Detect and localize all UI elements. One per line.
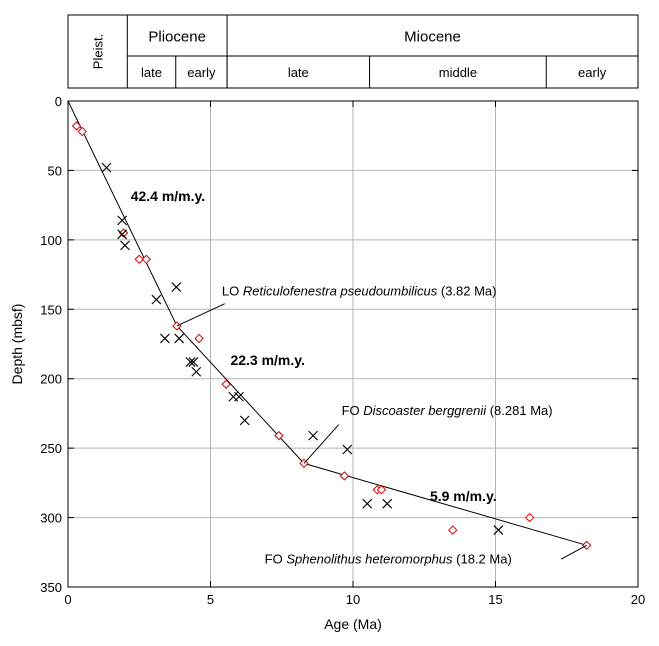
x-point <box>174 333 185 344</box>
event-prefix: FO <box>342 403 364 418</box>
x-point <box>493 525 504 535</box>
x-point <box>101 162 112 173</box>
x-point <box>171 282 182 292</box>
x-point <box>120 240 130 251</box>
x-point <box>160 333 170 344</box>
rate-line <box>67 100 587 546</box>
subdivision-label: early <box>187 65 216 80</box>
pleistocene-label: Pleist. <box>91 34 106 69</box>
diamond-point <box>71 121 82 131</box>
sedimentation-rate-line <box>67 100 587 546</box>
diamond-point <box>194 333 204 344</box>
x-point <box>308 430 318 441</box>
x-point <box>382 498 393 509</box>
x-point <box>191 366 202 377</box>
event-label: FO Sphenolithus heteromorphus (18.2 Ma) <box>265 551 512 566</box>
diamond-point <box>274 430 284 441</box>
x-point <box>234 391 244 402</box>
x-point <box>239 415 250 426</box>
subdivision-label: late <box>141 65 162 80</box>
x-point <box>185 357 196 367</box>
timescale-frame <box>67 14 639 89</box>
event-age: (18.2 Ma) <box>453 551 512 566</box>
x-point <box>362 498 373 509</box>
y-tick-label: 100 <box>40 233 62 248</box>
timescale-table: Pleist. Pliocene Miocene late early late middl… <box>67 14 639 89</box>
x-point <box>188 357 199 367</box>
y-tick-label: 150 <box>40 302 62 317</box>
y-tick-label: 200 <box>40 372 62 387</box>
annotations: 42.4 m/m.y. 22.3 m/m.y. 5.9 m/m.y. LO Retic… <box>131 188 587 566</box>
epoch-label: Miocene <box>404 29 461 46</box>
y-tick-label: 0 <box>55 94 62 109</box>
event-prefix: FO <box>265 551 287 566</box>
x-point <box>117 229 128 240</box>
event-age: (3.82 Ma) <box>437 283 496 298</box>
event-pointer <box>303 424 340 464</box>
event-taxon: Discoaster berggrenii <box>363 403 487 418</box>
x-tick-label: 5 <box>207 592 214 607</box>
x-axis-title: Age (Ma) <box>324 616 382 632</box>
y-tick-label: 50 <box>48 163 62 178</box>
diamond-point <box>141 254 152 265</box>
x-tick-label: 0 <box>64 592 71 607</box>
diamond-point <box>524 512 535 523</box>
x-point <box>117 215 128 226</box>
x-tick-label: 20 <box>631 592 645 607</box>
event-pointer <box>176 303 225 327</box>
x-point <box>342 444 353 455</box>
y-axis-title: Depth (mbsf) <box>9 304 25 385</box>
event-age: (8.281 Ma) <box>486 403 552 418</box>
event-taxon: Sphenolithus heteromorphus <box>286 551 453 566</box>
event-taxon: Reticulofenestra pseudoumbilicus <box>243 283 438 298</box>
y-tick-label: 300 <box>40 511 62 526</box>
subdivision-label: late <box>288 65 309 80</box>
data-markers <box>71 121 592 551</box>
rate-label: 5.9 m/m.y. <box>430 488 497 504</box>
y-tick-label: 250 <box>40 441 62 456</box>
rate-label: 22.3 m/m.y. <box>230 352 304 368</box>
diamond-point <box>339 471 350 481</box>
subdivision-label: early <box>578 65 607 80</box>
event-label: LO Reticulofenestra pseudoumbilicus (3.8… <box>222 283 497 298</box>
subdivision-label: middle <box>439 65 477 80</box>
epoch-label: Pliocene <box>148 29 206 46</box>
event-label: FO Discoaster berggrenii (8.281 Ma) <box>342 403 553 418</box>
diamond-point <box>376 485 387 495</box>
diamond-point <box>448 525 458 535</box>
x-tick-label: 15 <box>488 592 502 607</box>
diamond-point <box>221 379 231 389</box>
event-prefix: LO <box>222 283 243 298</box>
x-point <box>151 294 162 305</box>
rate-label: 42.4 m/m.y. <box>131 188 205 204</box>
diamond-point <box>77 126 87 137</box>
y-tick-label: 350 <box>40 580 62 595</box>
grid <box>68 101 638 587</box>
diamond-point <box>134 254 144 265</box>
event-pointer <box>560 544 587 560</box>
x-tick-label: 10 <box>346 592 360 607</box>
